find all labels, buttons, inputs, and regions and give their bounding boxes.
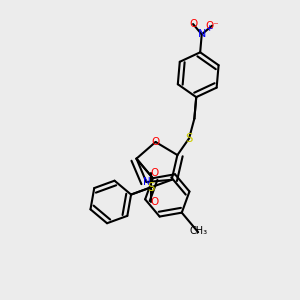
Text: N: N — [197, 29, 206, 39]
Text: O: O — [151, 196, 159, 207]
Text: S: S — [148, 181, 155, 194]
Text: CH₃: CH₃ — [189, 226, 207, 236]
Text: S: S — [185, 132, 193, 145]
Text: O: O — [189, 19, 197, 29]
Text: +: + — [205, 25, 212, 34]
Text: N: N — [142, 177, 150, 187]
Text: O: O — [152, 137, 160, 147]
Text: O⁻: O⁻ — [205, 21, 219, 31]
Text: O: O — [151, 168, 159, 178]
